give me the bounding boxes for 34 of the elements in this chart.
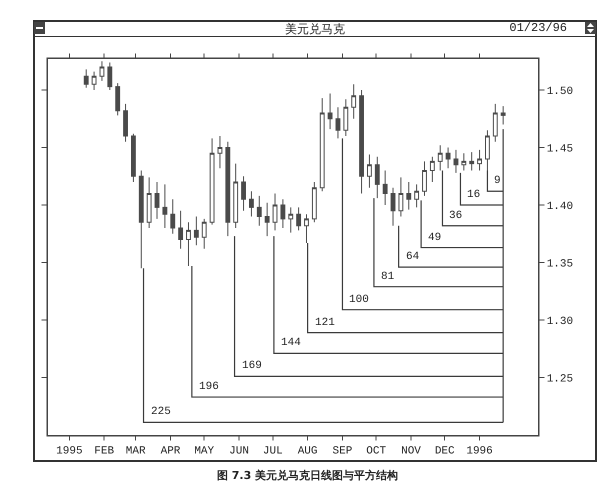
x-tick-label: AUG bbox=[298, 446, 318, 458]
x-tick-label: JUL bbox=[262, 446, 283, 458]
annotation: 225 bbox=[151, 406, 171, 418]
annotation: 64 bbox=[406, 251, 420, 263]
chart-subtitle: 01/23/96 bbox=[509, 21, 567, 35]
annotation: 196 bbox=[199, 381, 219, 393]
annotation: 9 bbox=[494, 175, 501, 187]
annotation: 100 bbox=[349, 294, 369, 306]
x-tick-label: FEB bbox=[94, 446, 114, 458]
annotation: 49 bbox=[428, 232, 442, 244]
x-tick-label: DEC bbox=[434, 446, 456, 458]
chart-title: 美元兑马克 bbox=[285, 22, 345, 36]
x-tick-label: 1995 bbox=[56, 446, 83, 458]
annotation: 36 bbox=[449, 210, 462, 222]
y-tick-label: 1.50 bbox=[546, 86, 574, 98]
annotation: 121 bbox=[315, 317, 336, 329]
annotation: 16 bbox=[467, 189, 480, 201]
y-tick-label: 1.45 bbox=[546, 143, 574, 156]
caption: 图 7.3 美元兑马克日线图与平方结构 bbox=[216, 468, 400, 483]
y-tick-label: 1.25 bbox=[546, 373, 574, 386]
x-tick-label: SEP bbox=[332, 446, 353, 458]
x-tick-label: NOV bbox=[401, 446, 422, 458]
annotation: 169 bbox=[242, 360, 262, 372]
y-tick-label: 1.30 bbox=[546, 316, 574, 328]
annotation: 81 bbox=[381, 271, 395, 283]
y-tick-label: 1.35 bbox=[546, 258, 574, 270]
y-tick-label: 1.40 bbox=[546, 200, 574, 213]
x-tick-label: APR bbox=[160, 446, 181, 458]
x-tick-label: MAY bbox=[194, 446, 215, 458]
x-tick-label: MAR bbox=[126, 446, 146, 458]
x-tick-label: 1996 bbox=[466, 446, 493, 458]
x-tick-label: JUN bbox=[229, 446, 249, 458]
x-tick-label: OCT bbox=[366, 446, 386, 458]
annotation: 144 bbox=[281, 337, 302, 349]
